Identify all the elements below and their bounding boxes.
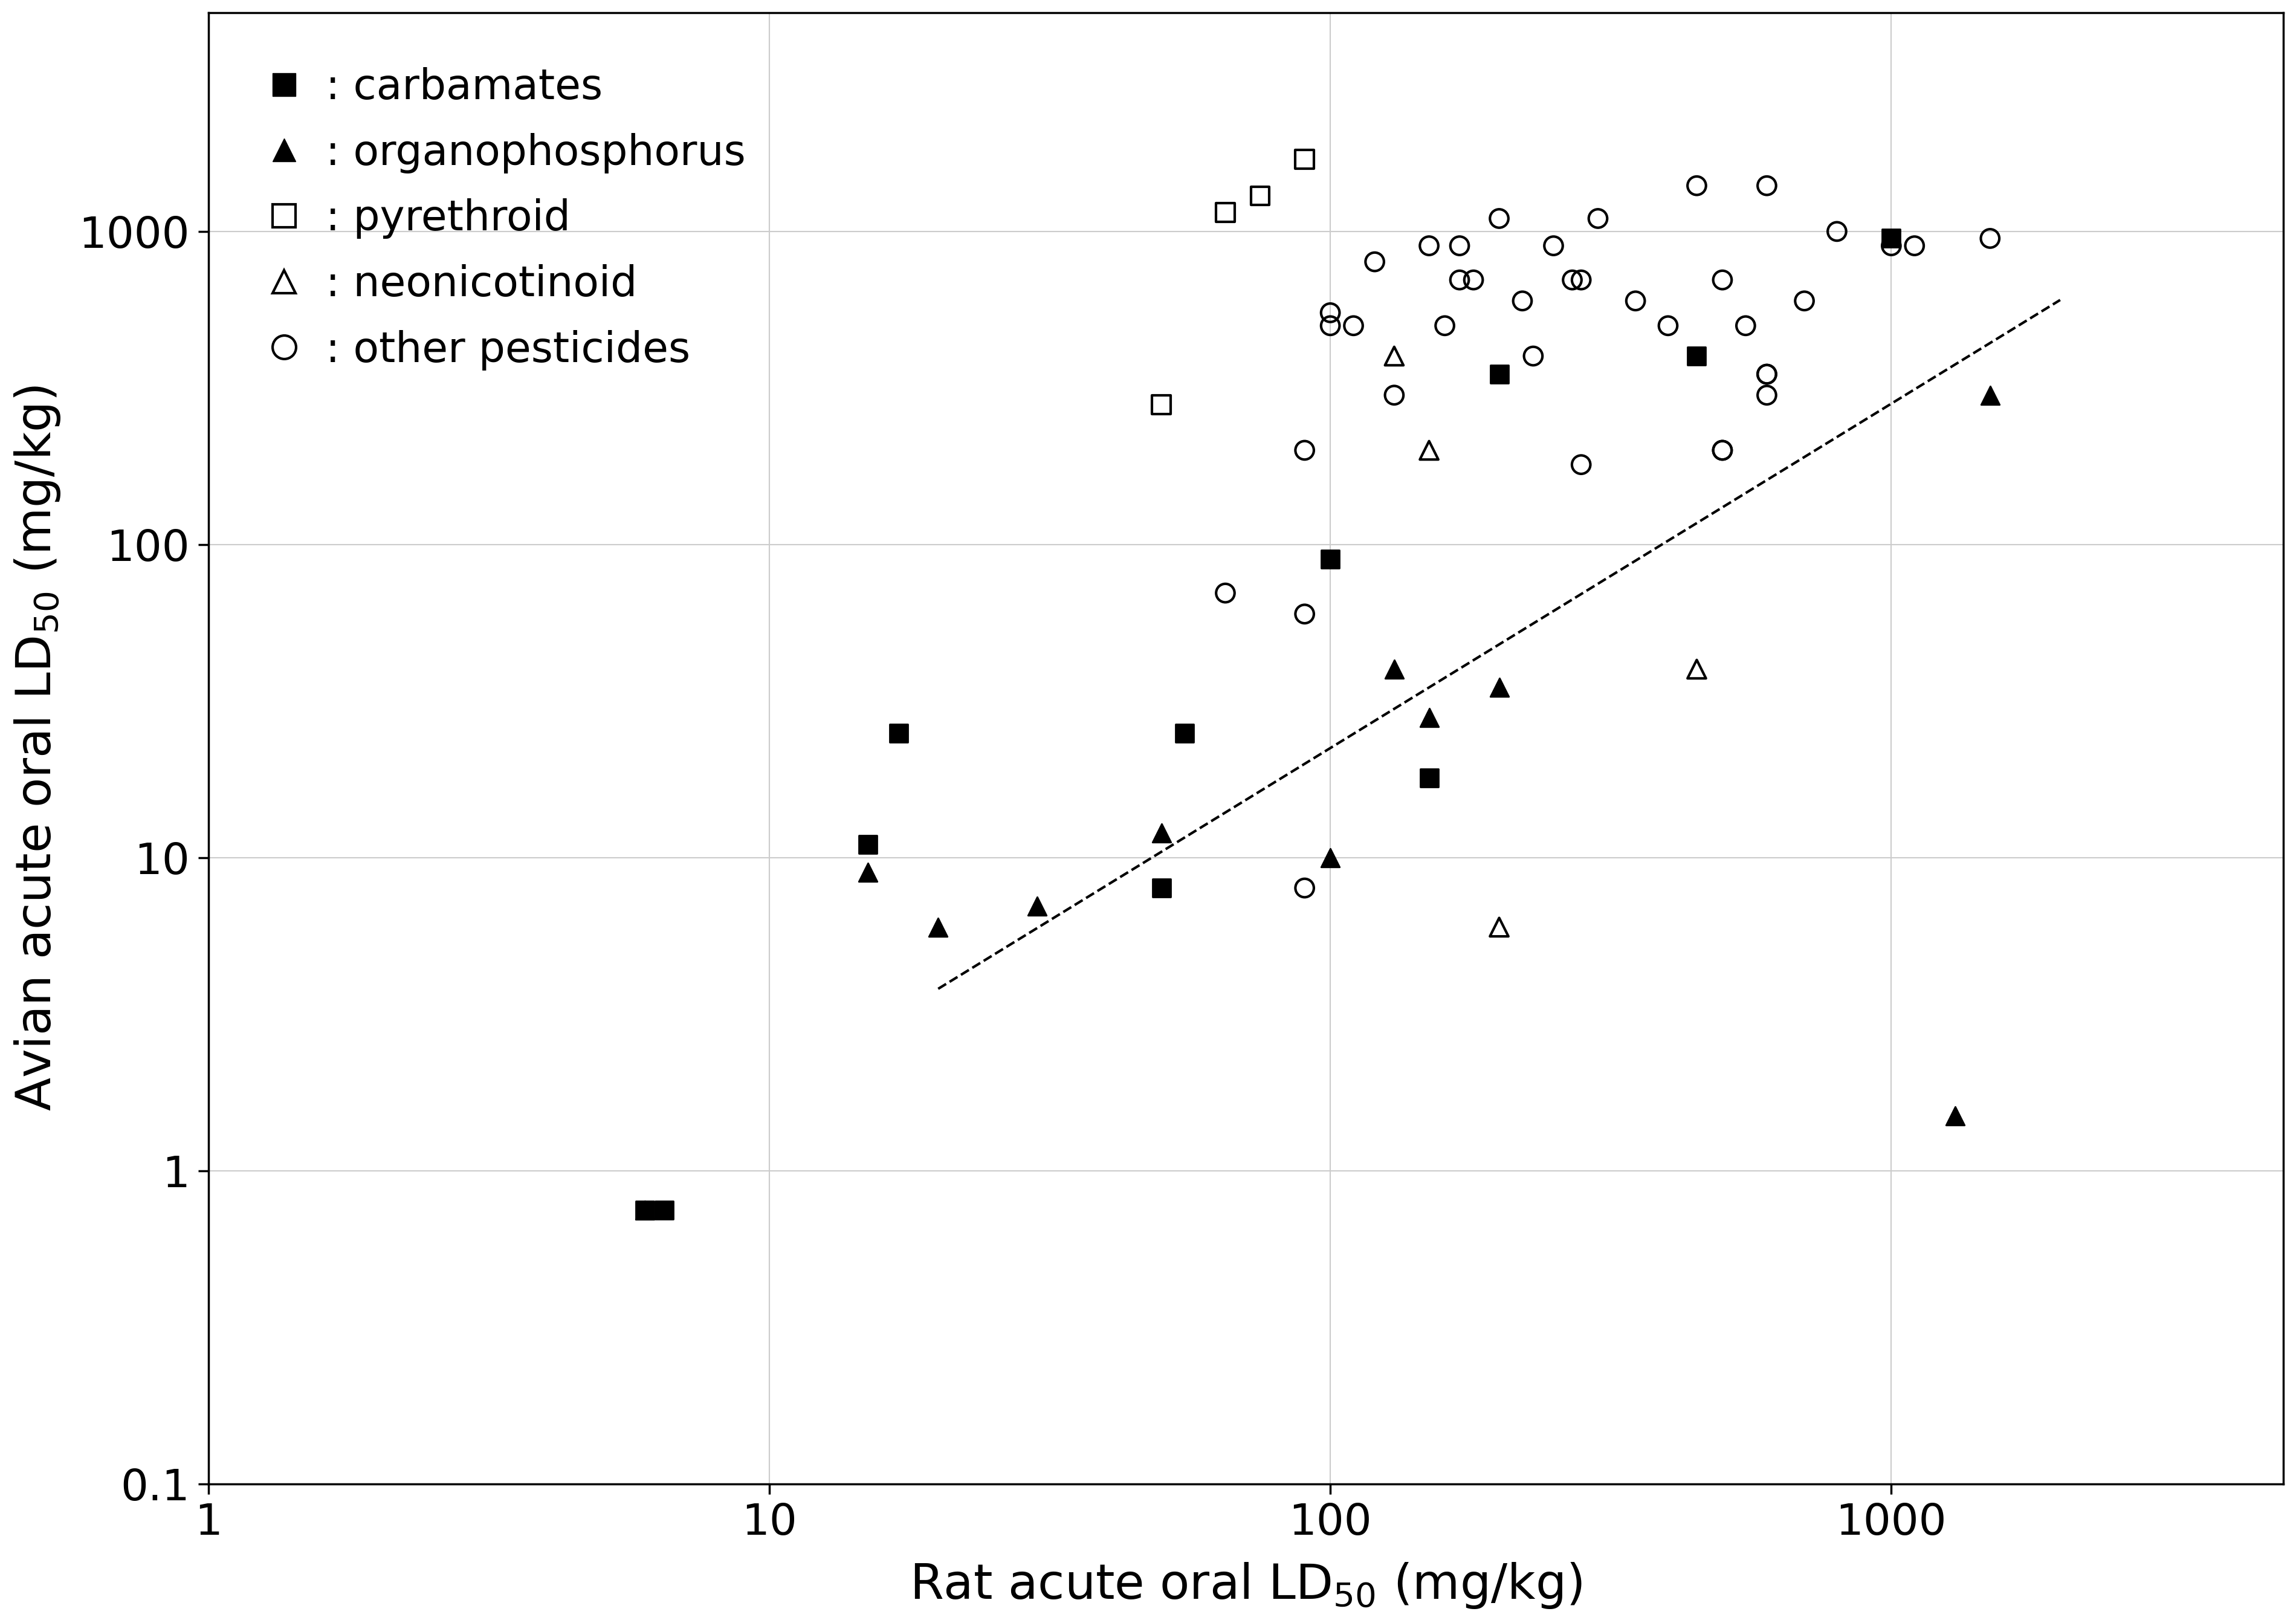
Point bbox=[1481, 362, 1518, 388]
Point bbox=[1143, 875, 1180, 901]
Point bbox=[1375, 656, 1412, 682]
Point bbox=[1410, 232, 1446, 258]
Point bbox=[1143, 391, 1180, 417]
Point bbox=[1286, 437, 1322, 463]
Point bbox=[1616, 287, 1653, 313]
Point bbox=[1375, 381, 1412, 407]
Point bbox=[1456, 266, 1492, 292]
Point bbox=[1536, 232, 1573, 258]
Point bbox=[1442, 266, 1479, 292]
Point bbox=[1019, 893, 1056, 919]
Point bbox=[1818, 219, 1855, 245]
X-axis label: Rat acute oral LD$_{50}$ (mg/kg): Rat acute oral LD$_{50}$ (mg/kg) bbox=[909, 1561, 1582, 1610]
Point bbox=[1311, 545, 1348, 571]
Point bbox=[1678, 656, 1715, 682]
Point bbox=[1704, 437, 1740, 463]
Point bbox=[921, 914, 957, 940]
Point bbox=[1410, 704, 1446, 730]
Point bbox=[1242, 183, 1279, 209]
Point bbox=[1678, 172, 1715, 198]
Point bbox=[1311, 313, 1348, 339]
Point bbox=[1481, 206, 1518, 232]
Point bbox=[1564, 266, 1600, 292]
Point bbox=[1143, 820, 1180, 846]
Point bbox=[1410, 764, 1446, 790]
Point bbox=[1874, 226, 1910, 252]
Point bbox=[1651, 313, 1688, 339]
Point bbox=[1311, 844, 1348, 870]
Point bbox=[1554, 266, 1591, 292]
Point bbox=[1564, 451, 1600, 477]
Point bbox=[1410, 437, 1446, 463]
Point bbox=[1704, 437, 1740, 463]
Point bbox=[1208, 579, 1244, 605]
Point bbox=[1481, 674, 1518, 700]
Point bbox=[1286, 146, 1322, 172]
Point bbox=[879, 721, 916, 747]
Point bbox=[1750, 362, 1786, 388]
Point bbox=[1874, 232, 1910, 258]
Point bbox=[1727, 313, 1763, 339]
Point bbox=[1750, 172, 1786, 198]
Point bbox=[1972, 226, 2009, 252]
Y-axis label: Avian acute oral LD$_{50}$ (mg/kg): Avian acute oral LD$_{50}$ (mg/kg) bbox=[11, 385, 62, 1112]
Point bbox=[1750, 381, 1786, 407]
Point bbox=[1704, 266, 1740, 292]
Point bbox=[627, 1196, 664, 1222]
Point bbox=[1750, 362, 1786, 388]
Point bbox=[1286, 875, 1322, 901]
Point bbox=[850, 859, 886, 885]
Point bbox=[1375, 342, 1412, 368]
Point bbox=[627, 1196, 664, 1222]
Point bbox=[1504, 287, 1541, 313]
Point bbox=[1208, 200, 1244, 226]
Legend: : carbamates, : organophosphorus, : pyrethroid, : neonicotinoid, : other pestici: : carbamates, : organophosphorus, : pyre… bbox=[230, 34, 778, 404]
Point bbox=[1442, 232, 1479, 258]
Point bbox=[1336, 313, 1373, 339]
Point bbox=[1580, 206, 1616, 232]
Point bbox=[1311, 300, 1348, 326]
Point bbox=[1896, 232, 1933, 258]
Point bbox=[1515, 342, 1552, 368]
Point bbox=[1972, 381, 2009, 407]
Point bbox=[1426, 313, 1463, 339]
Point bbox=[1286, 601, 1322, 626]
Point bbox=[645, 1196, 682, 1222]
Point bbox=[1678, 342, 1715, 368]
Point bbox=[1357, 248, 1394, 274]
Point bbox=[850, 831, 886, 857]
Point bbox=[1786, 287, 1823, 313]
Point bbox=[1166, 721, 1203, 747]
Point bbox=[1938, 1102, 1975, 1128]
Point bbox=[1481, 914, 1518, 940]
